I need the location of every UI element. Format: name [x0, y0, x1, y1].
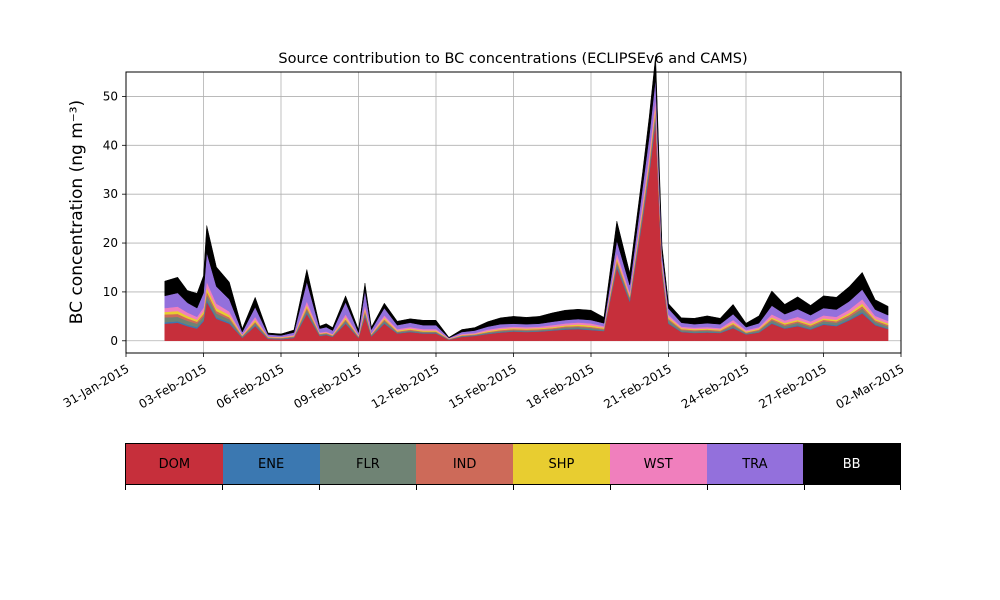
legend-label: IND	[452, 456, 477, 472]
x-tick-label: 12-Feb-2015	[369, 361, 442, 411]
legend-item-wst: WST	[609, 444, 707, 484]
legend-tick	[319, 485, 320, 490]
x-tick-label: 24-Feb-2015	[679, 361, 752, 411]
legend-label: ENE	[258, 456, 285, 472]
y-axis-label: BC concentration (ng m⁻³)	[67, 100, 87, 324]
legend-tick	[222, 485, 223, 490]
legend-label: BB	[842, 456, 861, 472]
x-tick-label: 27-Feb-2015	[756, 361, 829, 411]
legend-item-flr: FLR	[319, 444, 417, 484]
x-tick-label: 15-Feb-2015	[446, 361, 519, 411]
legend-tick	[416, 485, 417, 490]
legend-tick	[707, 485, 708, 490]
x-tick-label: 31-Jan-2015	[61, 361, 132, 410]
y-axis: 0 10 20 30 40 50	[103, 89, 126, 348]
legend-tick	[804, 485, 805, 490]
x-tick-label: 06-Feb-2015	[214, 361, 287, 411]
legend-item-bb: BB	[803, 444, 900, 484]
legend-ticks	[125, 485, 901, 491]
legend-label: SHP	[548, 456, 575, 472]
y-tick-label: 10	[103, 285, 118, 299]
y-tick-label: 30	[103, 187, 118, 201]
chart-title: Source contribution to BC concentrations…	[278, 51, 747, 67]
x-tick-label: 18-Feb-2015	[524, 361, 597, 411]
legend-tick	[610, 485, 611, 490]
legend-item-ene: ENE	[222, 444, 320, 484]
stacked-areas	[164, 55, 889, 342]
legend-label: DOM	[158, 456, 191, 472]
legend-item-ind: IND	[416, 444, 513, 484]
x-tick-label: 09-Feb-2015	[291, 361, 364, 411]
x-axis: 31-Jan-2015 03-Feb-2015 06-Feb-2015 09-Feb-…	[61, 353, 907, 412]
legend-item-shp: SHP	[513, 444, 610, 484]
legend-tick	[900, 485, 901, 490]
legend-tick	[513, 485, 514, 490]
legend: DOM ENE FLR IND SHP WST TRA BB	[125, 443, 901, 485]
y-tick-label: 0	[110, 334, 118, 348]
x-tick-label: 02-Mar-2015	[833, 361, 906, 411]
x-tick-label: 21-Feb-2015	[601, 361, 674, 411]
legend-label: TRA	[742, 456, 768, 472]
area-bb	[164, 55, 889, 339]
x-tick-label: 03-Feb-2015	[136, 361, 209, 411]
y-tick-label: 20	[103, 236, 118, 250]
y-tick-label: 40	[103, 138, 118, 152]
legend-item-dom: DOM	[126, 444, 223, 484]
legend-label: FLR	[355, 456, 380, 472]
y-tick-label: 50	[103, 89, 118, 103]
legend-label: WST	[643, 456, 673, 472]
legend-tick	[125, 485, 126, 490]
legend-item-tra: TRA	[706, 444, 804, 484]
